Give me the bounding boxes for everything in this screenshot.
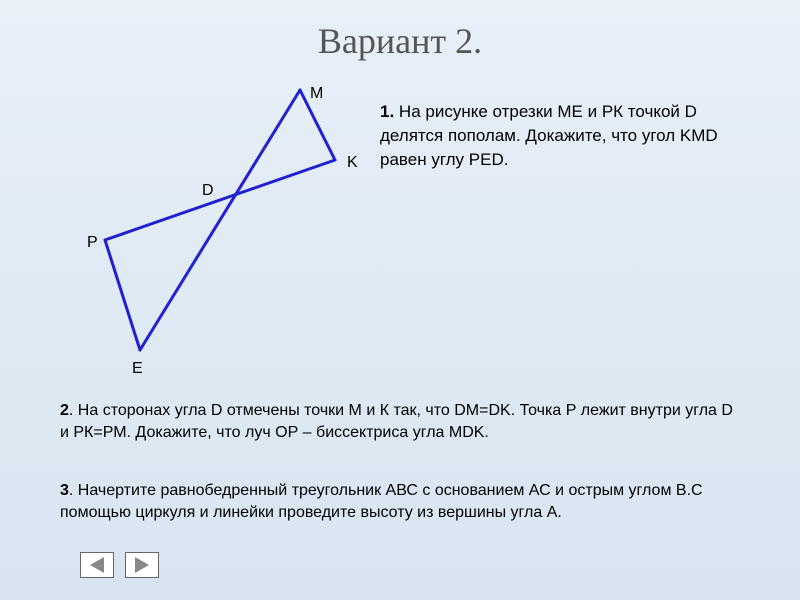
problem-3-text: . Начертите равнобедренный треугольник А… xyxy=(60,482,703,521)
chevron-left-icon xyxy=(90,557,104,573)
problem-3: 3. Начертите равнобедренный треугольник … xyxy=(60,480,740,523)
problem-2-number: 2 xyxy=(60,402,69,419)
problem-2-text: . На сторонах угла D отмечены точки М и … xyxy=(60,402,733,441)
chevron-right-icon xyxy=(135,557,149,573)
point-label-e: E xyxy=(132,360,143,378)
prev-button[interactable] xyxy=(80,552,114,578)
problem-1-text: На рисунке отрезки МЕ и РК точкой D деля… xyxy=(380,102,718,169)
diagram-svg xyxy=(80,80,380,370)
point-label-k: K xyxy=(347,154,358,172)
point-label-d: D xyxy=(202,182,214,200)
point-label-m: M xyxy=(310,85,323,103)
problem-1: 1. На рисунке отрезки МЕ и РК точкой D д… xyxy=(380,100,760,171)
geometry-diagram: MKDPE xyxy=(80,80,380,360)
problem-2: 2. На сторонах угла D отмечены точки М и… xyxy=(60,400,740,443)
next-button[interactable] xyxy=(125,552,159,578)
problem-1-number: 1. xyxy=(380,102,394,121)
point-label-p: P xyxy=(87,234,98,252)
problem-3-number: 3 xyxy=(60,482,69,499)
page-title: Вариант 2. xyxy=(0,0,800,62)
